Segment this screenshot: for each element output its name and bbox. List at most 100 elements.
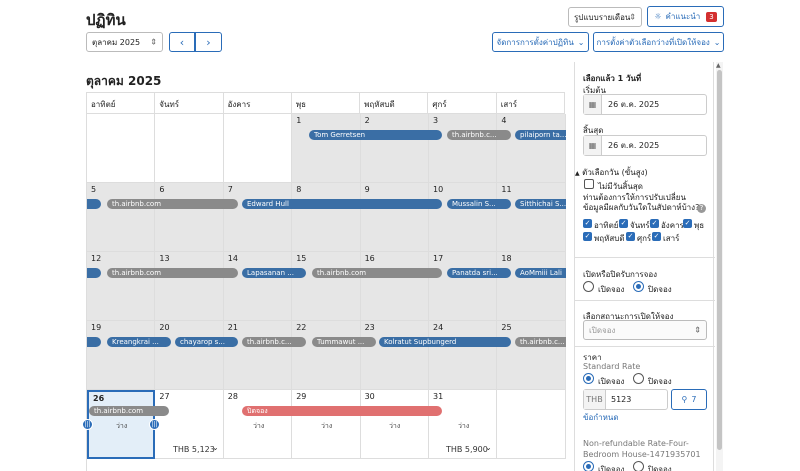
calendar-day[interactable]: 2 bbox=[360, 114, 429, 183]
calendar-day[interactable]: 21 bbox=[223, 321, 293, 390]
calendar-day[interactable]: 14 bbox=[223, 252, 293, 321]
calendar-day[interactable]: 30 bbox=[360, 390, 429, 459]
blocked-bar[interactable]: ปิดจอง bbox=[242, 406, 442, 416]
reservation-bar[interactable]: Mussalin S... bbox=[447, 199, 511, 209]
calendar-day[interactable]: 27 bbox=[155, 390, 224, 459]
scrollbar-thumb[interactable] bbox=[717, 70, 722, 450]
calendar-day[interactable]: 11 bbox=[497, 183, 566, 252]
reservation-bar-continued[interactable] bbox=[87, 199, 101, 209]
panel-scrollbar[interactable]: ▲ bbox=[716, 62, 723, 471]
reservation-bar[interactable]: Sitthichai S... bbox=[515, 199, 566, 209]
availability-label: ว่าง bbox=[321, 422, 333, 430]
start-date-input[interactable]: ▦ 26 ต.ค. 2025 bbox=[583, 94, 707, 115]
price-input[interactable]: THB 5123 bbox=[583, 389, 668, 410]
calendar-day[interactable]: 9 bbox=[360, 183, 429, 252]
reservation-bar-continued[interactable] bbox=[87, 268, 101, 278]
calendar-day[interactable]: 25 bbox=[497, 321, 566, 390]
calendar-day[interactable]: 8 bbox=[292, 183, 361, 252]
reservation-bar[interactable]: Kolratut Supbungerd bbox=[379, 337, 511, 347]
calendar-day[interactable]: 20 bbox=[155, 321, 224, 390]
day-checkbox[interactable]: ✓ bbox=[619, 219, 628, 228]
reservation-bar[interactable]: pilaiporn ta... bbox=[515, 130, 566, 140]
availability-settings-button[interactable]: การตั้งค่าตัวเลือกว่างที่เปิดให้จอง ⌄ bbox=[593, 32, 724, 52]
day-number: 3 bbox=[433, 116, 439, 125]
manage-calendar-settings-button[interactable]: จัดการการตั้งค่าปฏิทิน ⌄ bbox=[492, 32, 589, 52]
close-nonrefund-radio[interactable] bbox=[633, 461, 644, 471]
standard-rate-label: Standard Rate bbox=[583, 362, 641, 371]
calendar-week: 12 13 14 15 16 17 18 th.airbnb.com Lapas… bbox=[87, 252, 566, 321]
calendar-day[interactable]: 12 bbox=[87, 252, 156, 321]
reservation-bar[interactable]: Panatda sri... bbox=[447, 268, 511, 278]
calendar-day[interactable]: 31 bbox=[429, 390, 498, 459]
rate-options-link[interactable]: ข้อกำหนด bbox=[583, 413, 619, 422]
scroll-up-icon[interactable]: ▲ bbox=[716, 62, 721, 69]
calendar-day[interactable]: 19 bbox=[87, 321, 156, 390]
reservation-bar[interactable]: Lapasanan ... bbox=[242, 268, 306, 278]
calendar-day[interactable]: 15 bbox=[292, 252, 361, 321]
day-number: 10 bbox=[433, 185, 444, 194]
reservation-bar[interactable]: th.airbnb.c... bbox=[447, 130, 511, 140]
close-rate-radio[interactable] bbox=[633, 373, 644, 384]
calendar-day[interactable]: 29 bbox=[292, 390, 361, 459]
calendar-day[interactable]: 3 bbox=[429, 114, 498, 183]
prev-month-button[interactable]: ‹ bbox=[169, 32, 195, 52]
weekly-price[interactable]: THB 5,123 bbox=[173, 445, 215, 454]
calendar-day[interactable]: 24 bbox=[429, 321, 498, 390]
next-month-button[interactable]: › bbox=[195, 32, 222, 52]
calendar-day[interactable]: 10 bbox=[429, 183, 498, 252]
calendar-day[interactable]: 1 bbox=[292, 114, 361, 183]
reservation-bar[interactable]: th.airbnb.com bbox=[107, 268, 238, 278]
day-checkbox[interactable]: ✓ bbox=[650, 219, 659, 228]
guests-button[interactable]: ⚲ 7 bbox=[671, 389, 707, 410]
reservation-bar[interactable]: Kreangkrai ... bbox=[107, 337, 171, 347]
close-booking-radio[interactable] bbox=[633, 281, 644, 292]
divider bbox=[575, 346, 715, 347]
view-mode-select[interactable]: รูปแบบรายเดือน ⇕ bbox=[568, 7, 642, 27]
weekly-price[interactable]: THB 5,900 bbox=[446, 445, 488, 454]
calendar-day[interactable]: 13 bbox=[155, 252, 224, 321]
reservation-bar[interactable]: AoMmiii Lali bbox=[515, 268, 566, 278]
reservation-bar-continued[interactable] bbox=[87, 337, 101, 347]
reservation-bar[interactable]: Edward Hull bbox=[242, 199, 442, 209]
day-checkbox[interactable]: ✓ bbox=[683, 219, 692, 228]
chevron-updown-icon: ⇕ bbox=[150, 37, 157, 47]
reservation-bar[interactable]: th.airbnb.com bbox=[312, 268, 442, 278]
reservation-bar[interactable]: th.airbnb.com bbox=[107, 199, 238, 209]
calendar-day[interactable]: 23 bbox=[360, 321, 429, 390]
no-end-date-checkbox[interactable] bbox=[584, 179, 594, 189]
calendar-day[interactable]: 17 bbox=[429, 252, 498, 321]
calendar-day[interactable]: 7 bbox=[223, 183, 293, 252]
advanced-toggle[interactable]: ▲ ตัวเลือกวัน (ขั้นสูง) bbox=[575, 168, 648, 177]
reservation-bar[interactable]: th.airbnb.c... bbox=[242, 337, 306, 347]
calendar-day[interactable]: 6 bbox=[155, 183, 224, 252]
chevron-down-icon[interactable]: ⌄ bbox=[485, 443, 492, 452]
end-date-input[interactable]: ▦ 26 ต.ค. 2025 bbox=[583, 135, 707, 156]
reservation-bar[interactable]: chayarop s... bbox=[175, 337, 238, 347]
calendar-day[interactable]: 18 bbox=[497, 252, 566, 321]
open-nonrefund-radio[interactable] bbox=[583, 461, 594, 471]
calendar-day[interactable]: 5 bbox=[87, 183, 156, 252]
chevron-down-icon[interactable]: ⌄ bbox=[212, 443, 219, 452]
calendar-day[interactable]: 22 bbox=[292, 321, 361, 390]
day-checkbox[interactable]: ✓ bbox=[626, 232, 635, 241]
booking-status-select[interactable]: เปิดจอง ⇕ bbox=[583, 320, 707, 340]
day-checkbox[interactable]: ✓ bbox=[583, 232, 592, 241]
open-rate-radio[interactable] bbox=[583, 373, 594, 384]
range-start-handle[interactable]: ||| bbox=[82, 419, 93, 430]
calendar-day[interactable]: 4 bbox=[497, 114, 566, 183]
help-icon[interactable]: ? bbox=[697, 204, 706, 213]
calendar-day-selected[interactable]: 26 bbox=[87, 390, 156, 459]
open-booking-radio[interactable] bbox=[583, 281, 594, 292]
triangle-up-icon: ▲ bbox=[575, 170, 580, 177]
calendar-day[interactable]: 16 bbox=[360, 252, 429, 321]
tips-button[interactable]: ☼ คำแนะนำ 3 bbox=[647, 6, 724, 27]
calendar-day[interactable]: 28 bbox=[223, 390, 293, 459]
day-checkbox[interactable]: ✓ bbox=[652, 232, 661, 241]
reservation-bar[interactable]: th.airbnb.c... bbox=[515, 337, 566, 347]
range-end-handle[interactable]: ||| bbox=[149, 419, 160, 430]
reservation-bar[interactable]: Tom Gerretsen bbox=[309, 130, 442, 140]
month-select[interactable]: ตุลาคม 2025 ⇕ bbox=[86, 32, 163, 52]
reservation-bar[interactable]: Tummawut ... bbox=[312, 337, 376, 347]
day-checkbox[interactable]: ✓ bbox=[583, 219, 592, 228]
reservation-bar[interactable]: th.airbnb.com bbox=[89, 406, 169, 416]
